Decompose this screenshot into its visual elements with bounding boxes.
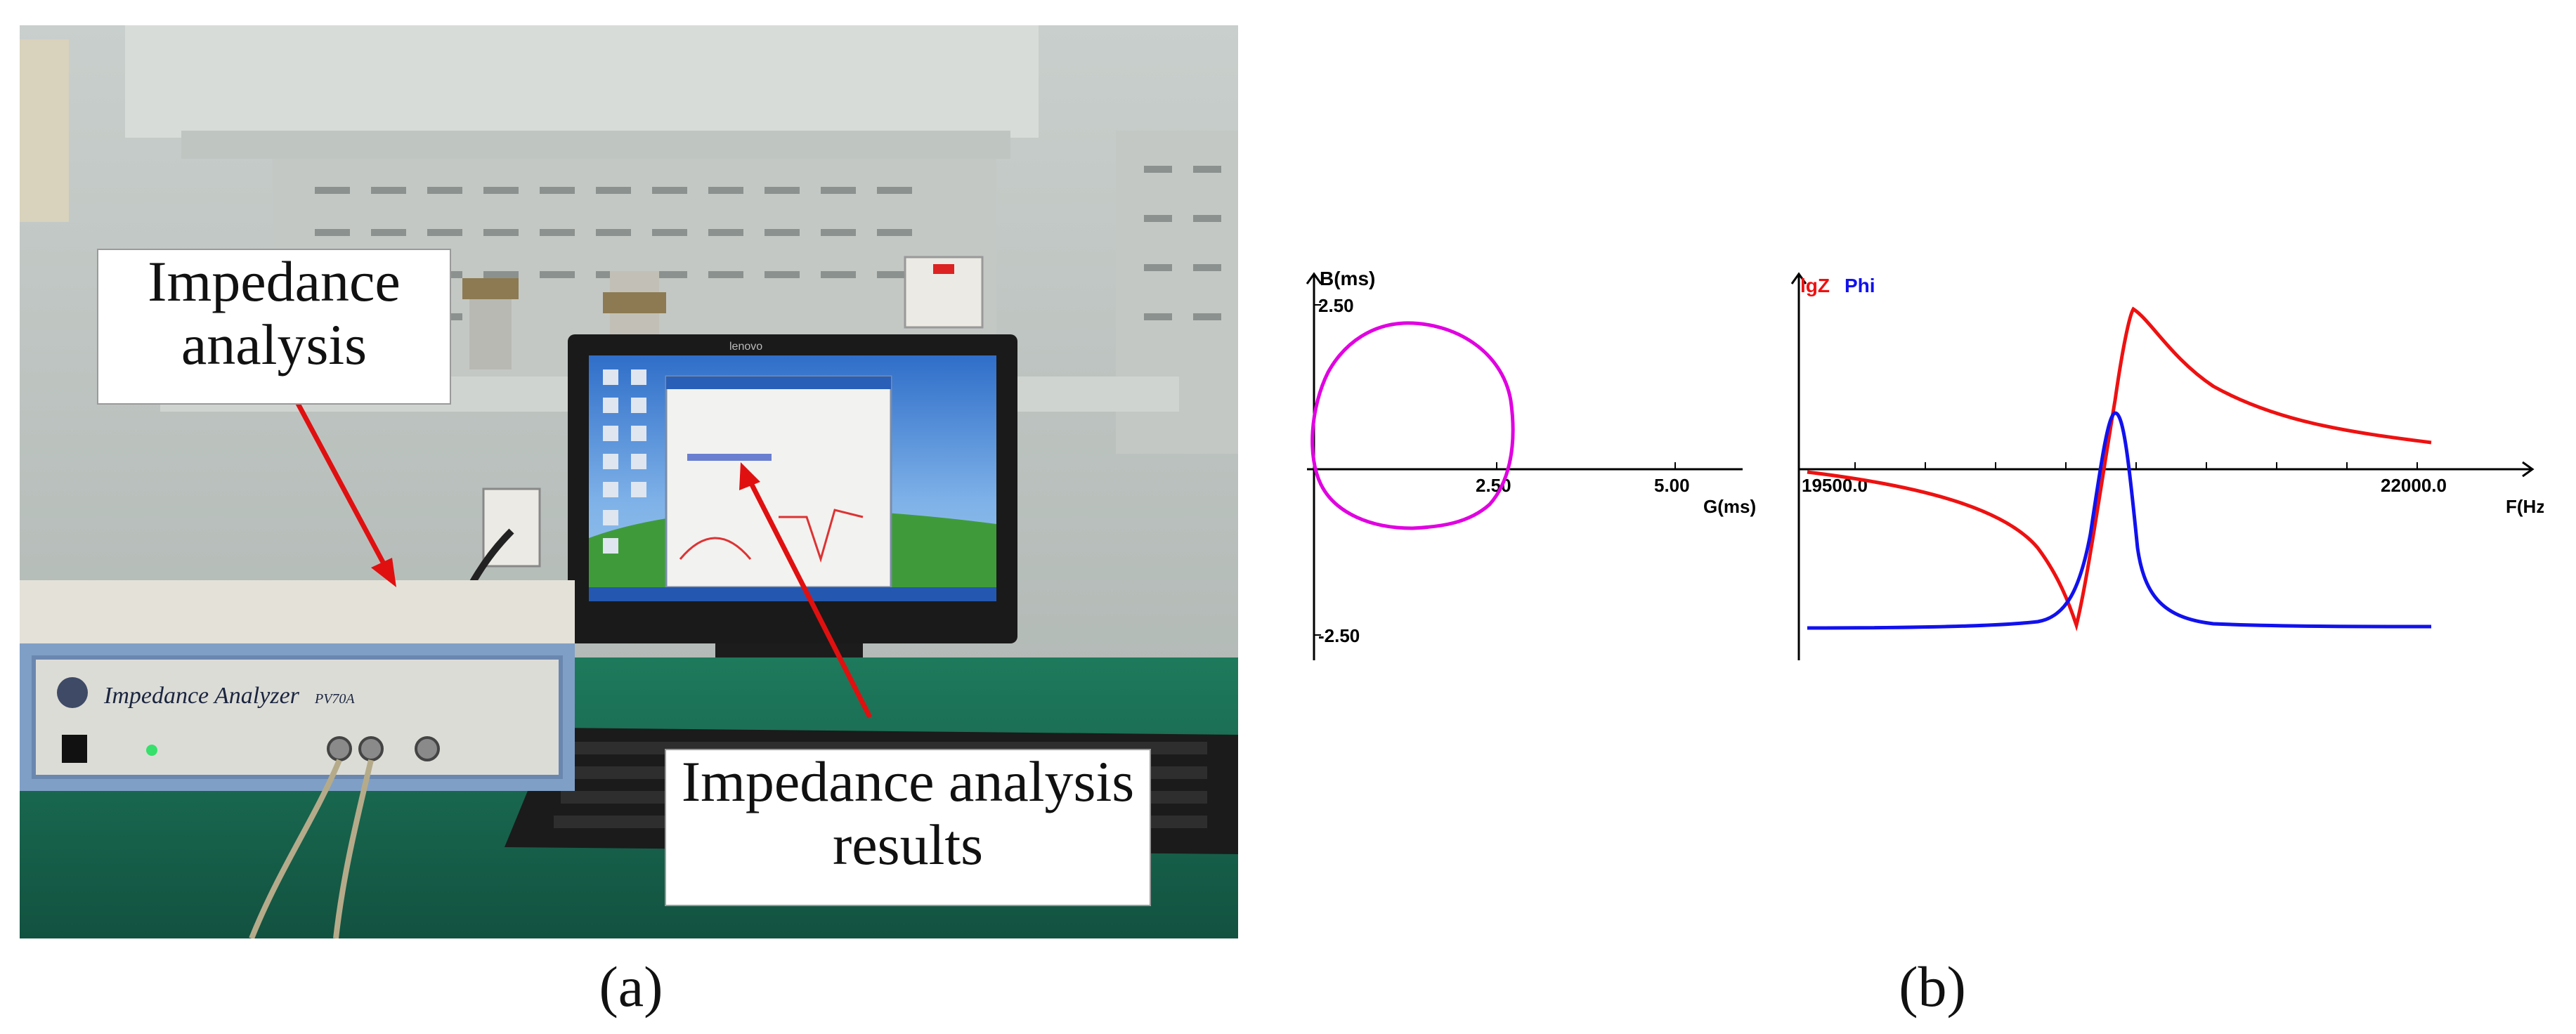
panel-label-a: (a) xyxy=(599,955,663,1019)
connector xyxy=(415,736,440,761)
wall-cabinet xyxy=(20,39,69,222)
connector xyxy=(327,736,352,761)
connector xyxy=(358,736,384,761)
callout-line: analysis xyxy=(181,313,367,377)
transducer xyxy=(469,292,512,369)
lgz-curve xyxy=(1807,306,2432,631)
plot-panel: B(ms) 2.50 -2.50 2.50 5.00 G(ms) lgZ Phi… xyxy=(1306,268,2544,660)
impedance-xlabel: F(Hz) xyxy=(2506,496,2544,517)
legend-lgz: lgZ xyxy=(1800,275,1830,296)
lab-photo: lenovo Impedance Analyzer PV70A xyxy=(20,25,1238,938)
device-model: PV70A xyxy=(314,691,355,707)
callout-impedance-results: Impedance analysis results xyxy=(665,749,1151,906)
shelf-frame xyxy=(125,25,1039,138)
admittance-circle xyxy=(1310,321,1515,530)
admittance-ytick: -2.50 xyxy=(1318,625,1360,646)
legend-phi: Phi xyxy=(1845,275,1875,296)
admittance-ylabel: B(ms) xyxy=(1320,268,1375,289)
callout-impedance-analysis: Impedance analysis xyxy=(97,249,451,405)
monitor-brand: lenovo xyxy=(729,341,762,353)
admittance-xlabel: G(ms) xyxy=(1703,496,1756,517)
admittance-plot: B(ms) 2.50 -2.50 2.50 5.00 G(ms) xyxy=(1306,268,1756,660)
arrow-to-screen xyxy=(748,480,873,719)
admittance-ytick: 2.50 xyxy=(1318,295,1354,316)
panel-label-b: (b) xyxy=(1899,955,1966,1019)
power-led xyxy=(146,745,157,756)
impedance-plot: lgZ Phi 19500.0 22000.0 F(Hz) xyxy=(1790,272,2544,660)
device-label: Impedance Analyzer xyxy=(103,683,300,709)
admittance-xtick: 5.00 xyxy=(1654,475,1690,496)
phi-curve xyxy=(1807,411,2432,630)
power-switch[interactable] xyxy=(62,735,87,763)
callout-line: results xyxy=(832,813,984,877)
callout-line: Impedance xyxy=(148,249,401,313)
impedance-xtick: 22000.0 xyxy=(2381,475,2447,496)
callout-line: Impedance analysis xyxy=(681,750,1135,813)
